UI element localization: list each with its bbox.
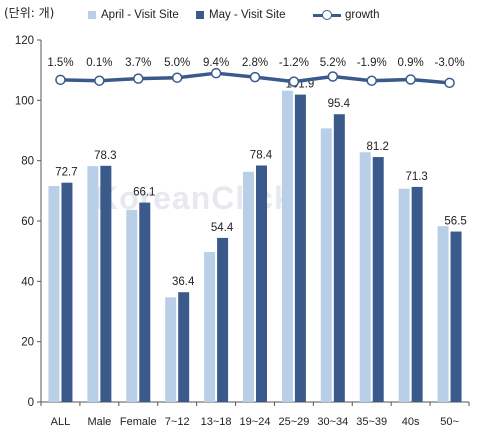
x-tick-label: 35~39 (356, 416, 387, 428)
y-tick-label: 40 (21, 276, 34, 288)
bar-may (100, 165, 112, 402)
legend-item-may: May - Visit Site (196, 9, 285, 21)
growth-data-label: 0.9% (398, 57, 424, 69)
bar-april (243, 171, 254, 402)
x-tick-label: 25~29 (278, 416, 309, 428)
growth-point (55, 74, 66, 86)
x-tick-label: Male (87, 416, 111, 428)
bar-may (411, 186, 423, 402)
x-tick-label: 13~18 (201, 416, 232, 428)
y-tick-label: 100 (15, 95, 34, 107)
legend-label-april: April - Visit Site (101, 9, 179, 21)
x-tick-label: 7~12 (165, 416, 190, 428)
growth-point (405, 74, 416, 85)
bar-may-data-label: 72.7 (55, 167, 77, 179)
bar-may (256, 165, 267, 402)
chart-legend: April - Visit Site May - Visit Site grow… (0, 9, 479, 25)
bar-may-data-label: 66.1 (133, 187, 155, 199)
growth-point (249, 71, 261, 83)
growth-point (94, 75, 105, 86)
legend-label-growth: growth (345, 9, 380, 21)
bar-may (139, 202, 151, 402)
bar-april (320, 128, 332, 402)
x-tick-label: Female (120, 416, 157, 428)
bar-may (178, 292, 190, 402)
x-tick-label: 19~24 (240, 416, 271, 428)
growth-point (288, 76, 300, 87)
legend-swatch-may (196, 11, 204, 19)
growth-data-label: 9.4% (203, 57, 229, 69)
growth-data-label: 0.1% (86, 57, 112, 69)
growth-data-label: -1.9% (357, 57, 387, 69)
growth-data-label: -1.2% (279, 57, 309, 69)
bar-april (48, 186, 60, 402)
bar-april (204, 252, 216, 402)
bar-may (294, 94, 306, 402)
growth-point (171, 72, 183, 83)
growth-data-label: 5.0% (164, 57, 190, 69)
growth-point (366, 75, 377, 86)
x-tick-label: 40s (402, 416, 420, 428)
bar-april (437, 226, 449, 402)
x-tick-label: ALL (51, 416, 71, 428)
x-tick-label: 30~34 (317, 416, 348, 428)
legend-item-april: April - Visit Site (88, 9, 179, 21)
bar-may-data-label: 36.4 (172, 276, 195, 288)
y-tick-label: 20 (21, 337, 34, 349)
bar-may (333, 114, 345, 403)
bar-may (61, 182, 73, 402)
bar-april (87, 166, 99, 402)
growth-data-label: -3.0% (435, 57, 465, 69)
bar-may (217, 237, 229, 402)
bar-may-data-label: 78.3 (94, 150, 116, 162)
growth-data-label: 3.7% (125, 57, 151, 69)
bar-april (165, 297, 177, 402)
bar-april (398, 188, 410, 402)
bar-may (450, 231, 462, 402)
bar-may-data-label: 71.3 (405, 171, 427, 183)
growth-data-label: 2.8% (242, 57, 268, 69)
legend-item-growth: growth (313, 9, 380, 21)
growth-point (327, 71, 339, 82)
y-tick-label: 0 (28, 397, 34, 409)
y-tick-label: 120 (15, 35, 34, 47)
legend-swatch-april (88, 11, 96, 19)
bar-may-data-label: 78.4 (250, 149, 273, 161)
bar-may-data-label: 95.4 (328, 98, 351, 110)
y-tick-label: 60 (21, 216, 34, 228)
bar-april (126, 209, 138, 402)
y-tick-label: 80 (21, 156, 34, 168)
x-tick-label: 50~ (440, 416, 459, 428)
bar-april (359, 152, 371, 402)
growth-data-label: 5.2% (320, 57, 346, 69)
bar-may-data-label: 81.2 (367, 141, 389, 153)
bar-may-data-label: 56.5 (444, 216, 466, 228)
bar-april (281, 90, 293, 403)
legend-label-may: May - Visit Site (209, 9, 286, 21)
bar-may-data-label: 54.4 (211, 222, 234, 234)
growth-point (133, 73, 144, 84)
bar-may (372, 157, 384, 402)
growth-data-label: 1.5% (47, 57, 73, 69)
unit-label: (단위: 개) (4, 6, 55, 20)
growth-point (444, 77, 455, 89)
growth-point (210, 67, 222, 79)
legend-line-growth (313, 10, 341, 20)
